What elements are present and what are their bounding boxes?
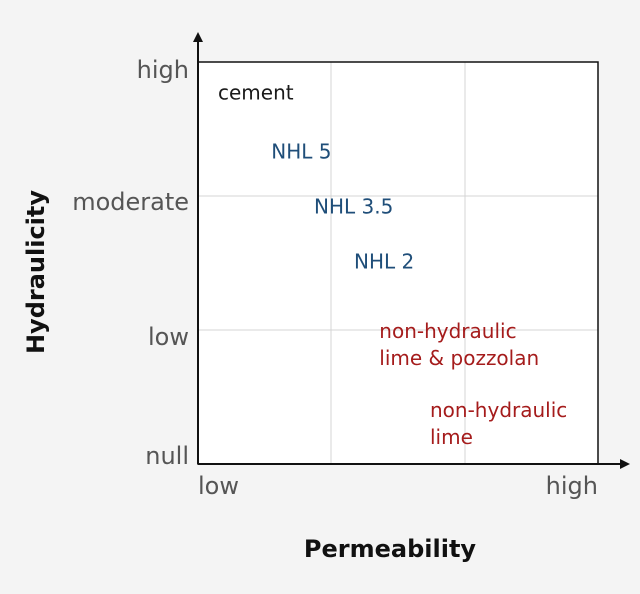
y-tick-low: low bbox=[148, 323, 189, 351]
x-axis-arrow-icon bbox=[620, 459, 630, 469]
point-label-1-line-0: NHL 5 bbox=[271, 140, 331, 164]
x-axis-title: Permeability bbox=[304, 535, 477, 563]
point-label-3-line-0: NHL 2 bbox=[354, 249, 414, 273]
y-tick-high: high bbox=[137, 56, 189, 84]
point-label-4-line-0: non-hydraulic bbox=[379, 319, 516, 343]
point-label-2: NHL 3.5 bbox=[314, 194, 393, 218]
grid bbox=[198, 62, 598, 464]
y-axis-arrow-icon bbox=[193, 32, 203, 42]
point-label-3: NHL 2 bbox=[354, 249, 414, 273]
point-label-4: non-hydraulic lime & pozzolan bbox=[379, 319, 539, 370]
point-label-4-line-1: lime & pozzolan bbox=[379, 346, 539, 370]
x-tick-low: low bbox=[198, 472, 239, 500]
point-label-5: non-hydraulic lime bbox=[430, 398, 567, 449]
y-tick-null: null bbox=[145, 442, 189, 470]
x-tick-high: high bbox=[546, 472, 598, 500]
data-points: cement NHL 5 NHL 3.5 NHL 2 non-hydraulic lime… bbox=[218, 81, 567, 450]
y-tick-moderate: moderate bbox=[72, 188, 189, 216]
point-label-5-line-1: lime bbox=[430, 425, 473, 449]
point-label-5-line-0: non-hydraulic bbox=[430, 398, 567, 422]
point-label-1: NHL 5 bbox=[271, 140, 331, 164]
point-label-2-line-0: NHL 3.5 bbox=[314, 194, 393, 218]
plot-area bbox=[198, 62, 598, 464]
point-label-0: cement bbox=[218, 81, 294, 105]
point-label-0-line-0: cement bbox=[218, 81, 294, 105]
y-axis-title: Hydraulicity bbox=[22, 190, 50, 354]
